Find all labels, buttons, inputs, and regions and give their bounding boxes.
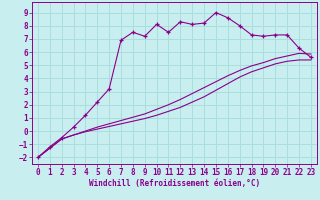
X-axis label: Windchill (Refroidissement éolien,°C): Windchill (Refroidissement éolien,°C)	[89, 179, 260, 188]
